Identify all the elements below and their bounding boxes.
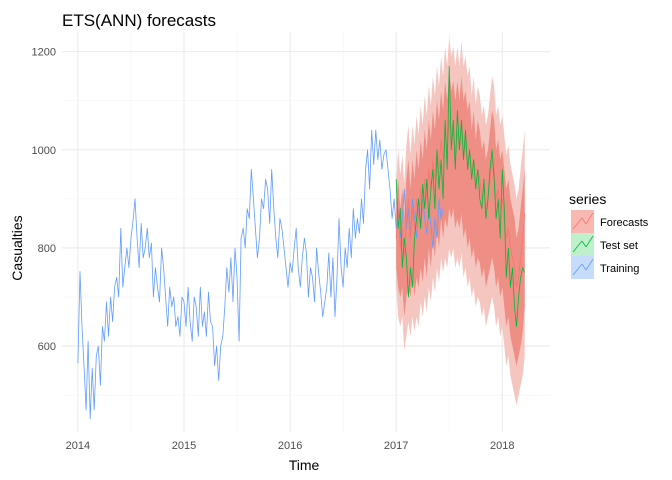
- legend-key-line-training: [581, 263, 587, 271]
- legend-label-forecasts: Forecasts: [600, 217, 649, 229]
- legend-key-line-training: [585, 258, 594, 271]
- y-tick-label: 1000: [32, 145, 56, 157]
- plot-panel: 2014 2015 2016 2017 2018 600 800 1000 1200: [32, 32, 550, 452]
- chart-title: ETS(ANN) forecasts: [62, 11, 216, 30]
- x-axis-title: Time: [289, 457, 320, 473]
- series-line-training: [77, 129, 444, 420]
- x-tick-label: 2016: [278, 440, 302, 452]
- prediction-intervals: [396, 36, 525, 406]
- y-tick-label: 1200: [32, 47, 56, 59]
- legend: series Forecasts Test set Training: [569, 191, 649, 279]
- y-tick-labels: 600 800 1000 1200: [32, 47, 56, 353]
- series-lines: [77, 66, 526, 420]
- legend-title: series: [569, 191, 606, 207]
- x-tick-label: 2017: [384, 440, 408, 452]
- legend-label-training: Training: [600, 263, 639, 275]
- y-axis-title: Casualties: [9, 215, 25, 280]
- legend-key-line-forecasts: [585, 212, 594, 225]
- x-tick-label: 2014: [66, 440, 90, 452]
- legend-key-training: [571, 256, 594, 279]
- series-line-test-set: [395, 66, 526, 327]
- y-tick-label: 800: [38, 243, 56, 255]
- legend-key-test-set: [571, 233, 594, 256]
- x-tick-label: 2018: [490, 440, 514, 452]
- legend-key-forecasts: [571, 210, 594, 233]
- x-tick-labels: 2014 2015 2016 2017 2018: [66, 440, 515, 452]
- legend-key-line-training: [572, 263, 583, 276]
- legend-key-line-forecasts: [572, 217, 583, 230]
- legend-key-line-forecasts: [581, 217, 587, 225]
- legend-key-line-test-set: [585, 235, 594, 248]
- x-tick-label: 2015: [172, 440, 196, 452]
- interval-80-band: [396, 71, 525, 366]
- legend-label-test-set: Test set: [600, 240, 638, 252]
- y-tick-label: 600: [38, 341, 56, 353]
- grid: [62, 32, 550, 432]
- legend-key-line-test-set: [581, 240, 587, 248]
- legend-key-line-test-set: [572, 240, 583, 253]
